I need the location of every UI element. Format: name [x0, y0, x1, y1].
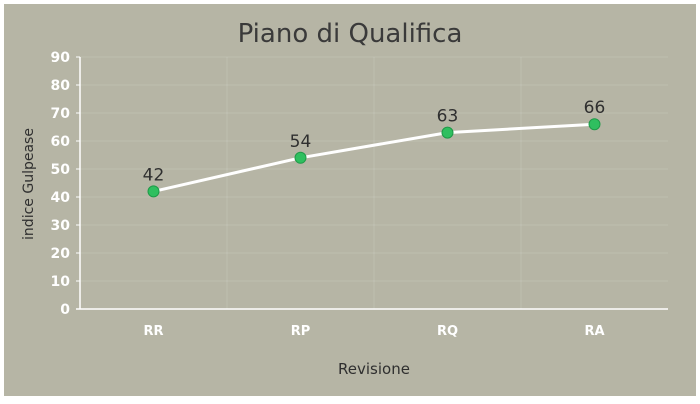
data-label: 66	[584, 98, 606, 118]
axes	[76, 56, 668, 310]
x-tick-label: RR	[143, 324, 163, 339]
data-label: 42	[143, 165, 165, 185]
y-tick-label: 30	[51, 218, 71, 234]
data-labels: 42 54 63 66	[143, 98, 606, 185]
x-tick-label: RQ	[437, 324, 458, 339]
data-points	[147, 118, 601, 198]
series-line	[153, 122, 595, 193]
y-axis-label: indice Gulpease	[21, 128, 37, 240]
x-tick-labels: RR RP RQ RA	[143, 324, 604, 339]
y-tick-label: 10	[51, 274, 71, 290]
x-axis-label: Revisione	[338, 360, 410, 378]
data-point-marker	[147, 185, 160, 198]
y-tick-label: 50	[51, 162, 71, 178]
y-tick-label: 90	[51, 50, 71, 66]
y-tick-label: 60	[51, 134, 71, 150]
x-tick-label: RP	[291, 324, 311, 339]
y-tick-label: 0	[60, 302, 70, 318]
y-tick-label: 40	[51, 190, 71, 206]
y-tick-labels: 0 10 20 30 40 50 60 70 80 90	[51, 50, 71, 318]
data-point-marker	[441, 126, 454, 139]
data-point-marker	[294, 151, 307, 164]
y-tick-label: 80	[51, 78, 71, 94]
data-point-marker	[588, 118, 601, 131]
y-tick-label: 20	[51, 246, 71, 262]
chart-background	[4, 4, 696, 396]
grid	[80, 56, 668, 309]
x-tick-label: RA	[584, 324, 604, 339]
data-label: 54	[290, 132, 312, 152]
data-label: 63	[437, 107, 459, 127]
chart-title: Piano di Qualifica	[238, 19, 463, 49]
y-tick-label: 70	[51, 106, 71, 122]
series-polyline	[153, 122, 595, 193]
